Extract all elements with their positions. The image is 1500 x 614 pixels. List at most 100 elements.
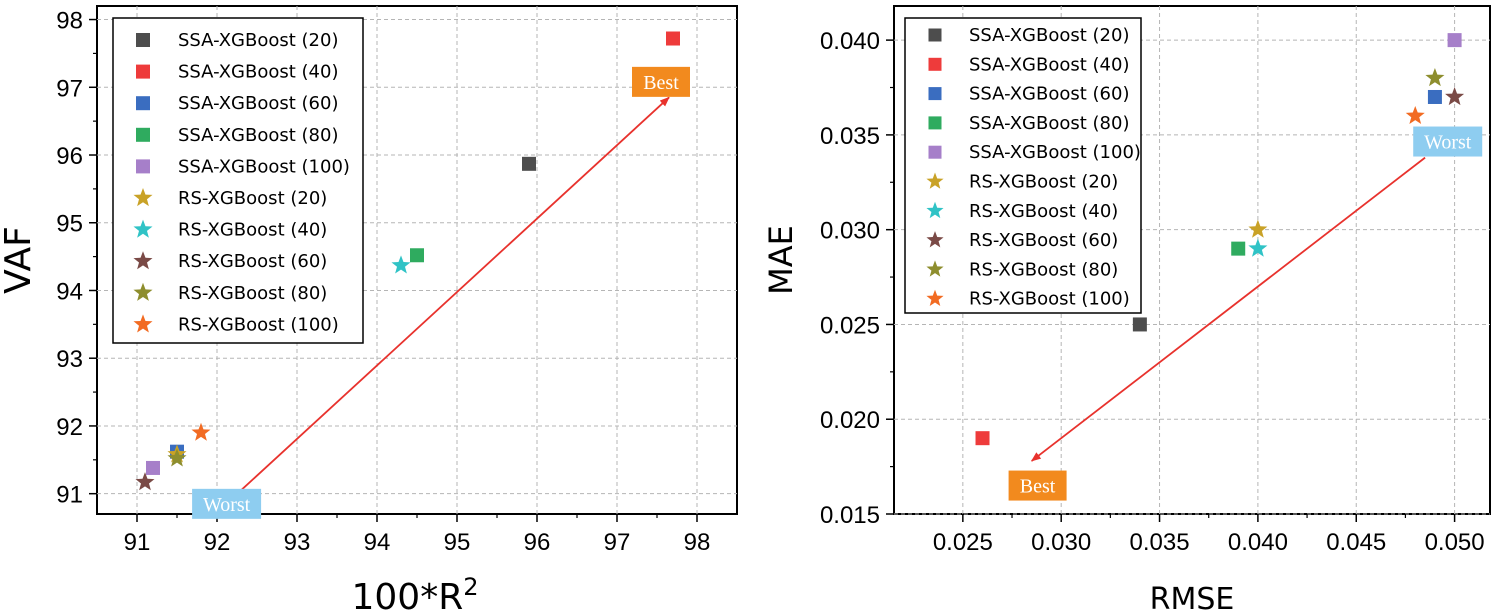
legend-label: RS-XGBoost (100) (969, 289, 1130, 310)
annotation-label: Best (1020, 476, 1056, 498)
legend-label: RS-XGBoost (100) (178, 314, 339, 335)
data-point-star (135, 472, 155, 491)
x-tick-label: 94 (364, 529, 391, 556)
annotation-label: Worst (1424, 132, 1472, 154)
legend-marker-square (928, 28, 942, 42)
y-tick-label: 0.030 (820, 218, 880, 245)
legend-box (904, 17, 1142, 314)
trend-arrow (1030, 156, 1426, 462)
y-axis-ticks: 91 92 93 94 95 96 97 98 (56, 8, 97, 509)
data-point-square (1427, 89, 1442, 104)
annotation-label: Best (643, 72, 679, 94)
legend-marker-square (136, 159, 150, 174)
y-tick-label: 0.035 (820, 123, 880, 150)
y-tick-label: 0.040 (820, 28, 880, 55)
legend-marker-square (928, 145, 942, 159)
legend-marker-star (926, 231, 944, 248)
data-point-square (1447, 33, 1462, 48)
annotation-box (1008, 470, 1067, 501)
legend-label: RS-XGBoost (40) (969, 201, 1118, 222)
x-tick-label: 0.025 (933, 529, 993, 556)
data-points (135, 31, 680, 491)
legend-label: SSA-XGBoost (100) (969, 142, 1141, 163)
legend-label: SSA-XGBoost (80) (969, 113, 1129, 134)
legend-label: SSA-XGBoost (40) (969, 54, 1129, 75)
y-tick-label: 0.025 (820, 312, 880, 339)
data-point-star (1248, 238, 1268, 257)
data-point-star (1248, 219, 1268, 238)
y-tick-label: 93 (56, 346, 83, 373)
y-tick-label: 97 (56, 75, 83, 102)
legend-marker-star (133, 251, 153, 270)
legend-marker-square (136, 96, 150, 111)
legend-label: SSA-XGBoost (20) (178, 30, 338, 51)
legend-marker-square (136, 64, 150, 79)
x-tick-label: 93 (284, 529, 311, 556)
legend-marker-star (133, 314, 153, 333)
x-tick-label: 96 (524, 529, 551, 556)
legend-marker-square (928, 87, 942, 101)
legend-marker-square (136, 33, 150, 47)
y-tick-label: 0.020 (820, 407, 880, 434)
mae-chart-panel: 0.025 0.030 0.035 0.040 0.045 0.050 0.015 0.02… (762, 5, 1491, 614)
y-tick-label: 98 (56, 8, 83, 35)
legend-label: RS-XGBoost (40) (178, 220, 327, 241)
annotations: Worst Best (1008, 126, 1483, 501)
x-tick-label: 0.050 (1425, 529, 1485, 556)
annotation-box (1413, 126, 1483, 157)
data-point-star (1445, 86, 1465, 106)
legend-label: SSA-XGBoost (80) (178, 125, 338, 146)
data-point-square (522, 156, 536, 171)
x-tick-label: 0.040 (1228, 529, 1288, 556)
legend-marker-star (926, 289, 944, 306)
y-tick-label: 95 (56, 211, 83, 238)
legend-label: RS-XGBoost (60) (969, 230, 1118, 251)
y-tick-label: 91 (56, 482, 83, 509)
vaf-chart-panel: 91 92 93 94 95 96 97 98 91 92 93 94 95 96 97 98 100*R2… (0, 5, 738, 614)
legend-label: RS-XGBoost (20) (969, 172, 1118, 193)
x-tick-label: 95 (444, 529, 471, 556)
y-tick-label: 96 (56, 143, 83, 170)
x-tick-label: 91 (124, 529, 151, 556)
data-point-square (146, 460, 160, 475)
data-points (975, 33, 1465, 446)
data-point-square (975, 431, 990, 446)
y-tick-label: 92 (56, 414, 83, 441)
x-axis-ticks: 91 92 93 94 95 96 97 98 (124, 514, 711, 556)
annotation-label: Worst (203, 494, 251, 516)
legend-label: RS-XGBoost (20) (178, 188, 327, 209)
x-tick-label: 92 (204, 529, 231, 556)
data-point-star (1405, 105, 1425, 125)
y-axis-ticks: 0.015 0.020 0.025 0.030 0.035 0.040 (820, 28, 894, 529)
legend-marker-square (928, 116, 942, 130)
legend-label: RS-XGBoost (80) (178, 283, 327, 304)
legend-box (112, 17, 364, 344)
legend: SSA-XGBoost (20) SSA-XGBoost (40) SSA-XGBo… (112, 17, 364, 344)
x-axis-title: RMSE (1150, 582, 1235, 614)
annotations: Best Worst (192, 66, 690, 519)
y-tick-label: 94 (56, 278, 83, 305)
legend-marker-star (133, 188, 153, 207)
legend-label: SSA-XGBoost (20) (969, 25, 1129, 46)
y-axis-title: VAF (0, 226, 39, 294)
data-point-star (391, 255, 411, 274)
legend-marker-square (136, 127, 150, 142)
legend-label: SSA-XGBoost (100) (178, 156, 350, 177)
legend-marker-star (926, 260, 944, 277)
legend-marker-square (928, 57, 942, 71)
legend-marker-star (926, 201, 944, 219)
legend-marker-star (133, 282, 153, 301)
x-tick-label: 0.030 (1031, 529, 1091, 556)
legend-label: SSA-XGBoost (60) (178, 93, 338, 114)
legend: SSA-XGBoost (20) SSA-XGBoost (40) SSA-XGBo… (904, 17, 1142, 314)
trend-arrow (240, 96, 670, 491)
x-tick-label: 0.035 (1130, 529, 1190, 556)
data-point-star (167, 448, 187, 467)
x-tick-label: 98 (684, 529, 711, 556)
annotation-box (632, 66, 690, 97)
y-tick-label: 0.015 (820, 502, 880, 529)
data-point-square (1231, 241, 1246, 256)
legend-label: SSA-XGBoost (40) (178, 62, 338, 83)
data-point-star (1425, 68, 1445, 87)
